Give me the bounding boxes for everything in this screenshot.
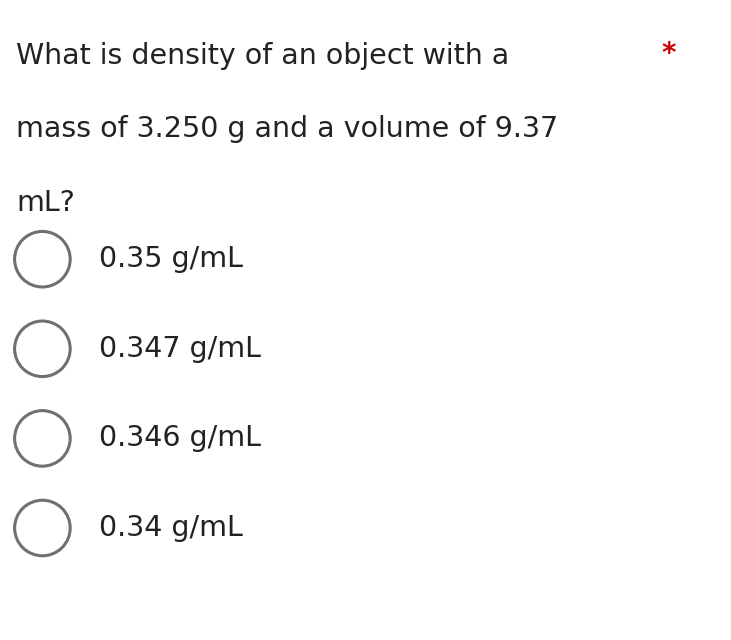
Text: 0.347 g/mL: 0.347 g/mL bbox=[99, 335, 261, 363]
Text: 0.34 g/mL: 0.34 g/mL bbox=[99, 514, 243, 542]
Text: 0.346 g/mL: 0.346 g/mL bbox=[99, 424, 261, 452]
Text: 0.35 g/mL: 0.35 g/mL bbox=[99, 245, 243, 273]
Text: What is density of an object with a: What is density of an object with a bbox=[16, 42, 510, 70]
Text: mass of 3.250 g and a volume of 9.37: mass of 3.250 g and a volume of 9.37 bbox=[16, 115, 558, 143]
Text: mL?: mL? bbox=[16, 189, 75, 217]
Text: *: * bbox=[662, 40, 676, 68]
